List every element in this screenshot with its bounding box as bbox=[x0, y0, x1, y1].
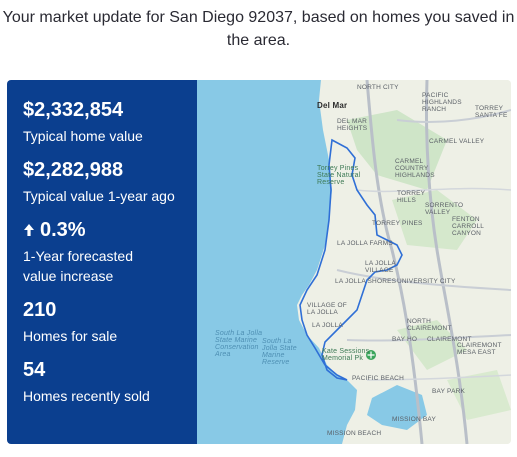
map-label-pacific-highlands: Pacific Highlands Ranch bbox=[422, 92, 462, 113]
map-label-kate-sessions: Kate Sessions Memorial Pk bbox=[322, 348, 370, 362]
year-ago-value-stat: $2,282,988 Typical value 1-year ago bbox=[23, 158, 197, 206]
map-label-mission-beach: Mission Beach bbox=[327, 430, 382, 437]
map-label-torrey-pines: Torrey Pines bbox=[372, 220, 423, 227]
map-label-torrey-pines-reserve: Torrey Pines State Natural Reserve bbox=[317, 165, 361, 186]
area-map[interactable]: North City Del Mar Pacific Highlands Ran… bbox=[197, 80, 511, 444]
homes-sold-label: Homes recently sold bbox=[23, 388, 150, 404]
map-label-clairemont: Clairemont bbox=[427, 336, 472, 343]
homes-sold-stat: 54 Homes recently sold bbox=[23, 358, 197, 406]
map-label-la-jolla-shores: La Jolla Shores bbox=[335, 278, 397, 285]
map-label-bay-ho: Bay Ho bbox=[392, 336, 418, 343]
homes-for-sale-value: 210 bbox=[23, 299, 57, 321]
map-label-sorrento-valley: Sorrento Valley bbox=[425, 202, 464, 216]
forecast-label: 1-Year forecasted value increase bbox=[23, 248, 133, 284]
map-label-torrey-santa-fe: Torrey Santa Fe bbox=[475, 105, 508, 119]
map-label-village-of-la-jolla: Village of La Jolla bbox=[307, 302, 347, 316]
map-label-pacific-beach: Pacific Beach bbox=[352, 375, 404, 382]
forecast-value: 0.3% bbox=[40, 219, 86, 241]
year-ago-value-label: Typical value 1-year ago bbox=[23, 188, 175, 204]
map-label-del-mar: Del Mar bbox=[317, 101, 348, 110]
up-arrow-icon bbox=[24, 224, 34, 236]
map-label-clairemont-mesa-east: Clairemont Mesa East bbox=[457, 342, 502, 356]
market-update-headline: Your market update for San Diego 92037, … bbox=[2, 9, 515, 49]
map-label-del-mar-heights: Del Mar Heights bbox=[337, 118, 368, 132]
map-label-north-city: North City bbox=[357, 84, 399, 91]
map-label-fenton-carroll: Fenton Carroll Canyon bbox=[452, 216, 484, 237]
year-ago-value: $2,282,988 bbox=[23, 159, 124, 181]
homes-for-sale-label: Homes for sale bbox=[23, 328, 118, 344]
homes-sold-value: 54 bbox=[23, 359, 46, 381]
typical-home-value: $2,332,854 bbox=[23, 99, 124, 121]
map-graphic bbox=[197, 80, 511, 444]
map-label-la-jolla: La Jolla bbox=[312, 322, 343, 329]
map-label-torrey-hills: Torrey Hills bbox=[397, 190, 426, 204]
map-label-north-clairemont: North Clairemont bbox=[407, 318, 452, 332]
map-label-carmel-valley: Carmel Valley bbox=[429, 138, 485, 145]
map-label-bay-park: Bay Park bbox=[432, 388, 466, 395]
map-label-la-jolla-conservation: South La Jolla State Marine Conservation… bbox=[215, 330, 263, 358]
map-label-la-jolla-reserve: South La Jolla State Marine Reserve bbox=[262, 338, 297, 366]
market-card: $2,332,854 Typical home value $2,282,988… bbox=[7, 80, 511, 444]
map-label-carmel-country: Carmel Country Highlands bbox=[395, 158, 435, 179]
forecast-stat: 0.3% 1-Year forecasted value increase bbox=[23, 218, 197, 286]
typical-home-value-stat: $2,332,854 Typical home value bbox=[23, 98, 197, 146]
homes-for-sale-stat: 210 Homes for sale bbox=[23, 298, 197, 346]
map-label-la-jolla-farms: La Jolla Farms bbox=[337, 240, 393, 247]
map-label-mission-bay: Mission Bay bbox=[392, 416, 436, 423]
map-label-university-city: University City bbox=[397, 278, 456, 285]
map-label-la-jolla-village: La Jolla Village bbox=[365, 260, 396, 274]
typical-home-value-label: Typical home value bbox=[23, 128, 143, 144]
market-stats-panel: $2,332,854 Typical home value $2,282,988… bbox=[7, 80, 197, 444]
forecast-value-row: 0.3% bbox=[23, 218, 197, 242]
